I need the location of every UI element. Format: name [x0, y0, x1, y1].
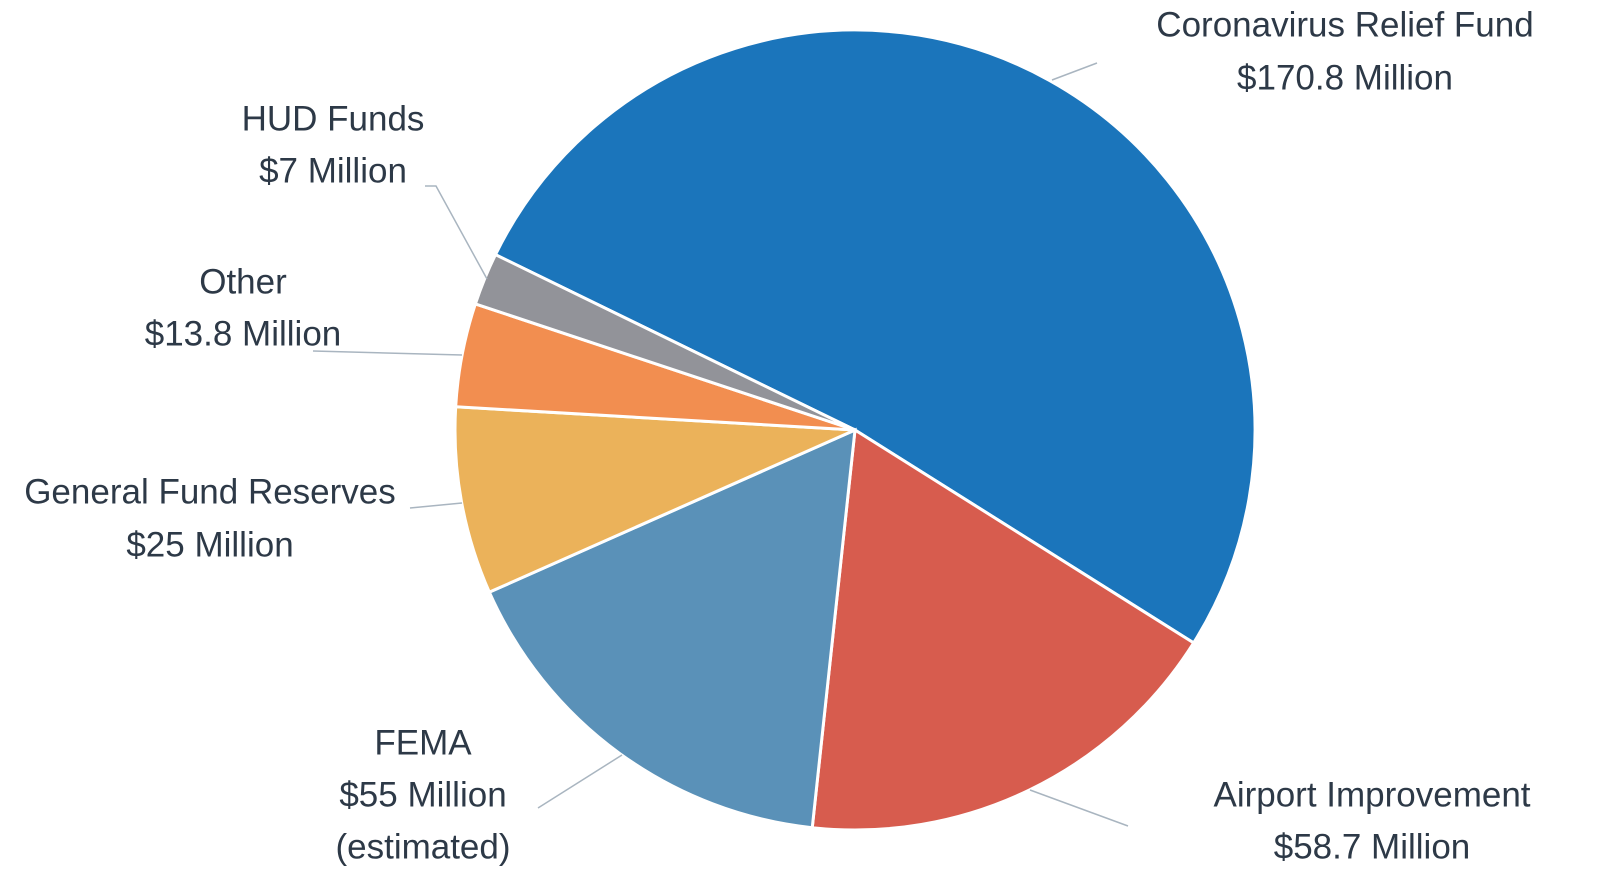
category-label: General Fund Reserves: [24, 472, 396, 511]
value-label: $25 Million: [126, 525, 293, 564]
pie-slice: [487, 427, 857, 830]
pie-slice: [810, 427, 1196, 832]
category-label: Airport Improvement: [1213, 775, 1530, 814]
category-label: FEMA: [374, 723, 472, 762]
pie-slice: [493, 28, 1257, 645]
pie-slice: [453, 405, 856, 595]
leader-line: [537, 754, 623, 809]
category-label: HUD Funds: [242, 99, 425, 138]
leader-line: [312, 350, 463, 356]
leader-line: [1029, 789, 1129, 827]
leader-line: [1051, 62, 1098, 81]
leader-line: [425, 185, 488, 280]
category-label: Other: [199, 262, 287, 301]
value-label: $7 Million: [259, 151, 407, 190]
annotation: (estimated): [335, 827, 510, 866]
value-label: $170.8 Million: [1237, 58, 1453, 97]
slices: [453, 28, 1257, 832]
value-label: $58.7 Million: [1274, 827, 1471, 866]
leader-line: [409, 502, 463, 509]
category-label: Coronavirus Relief Fund: [1156, 5, 1533, 44]
value-label: $55 Million: [339, 775, 506, 814]
value-label: $13.8 Million: [145, 314, 342, 353]
pie-slice: [473, 252, 856, 432]
